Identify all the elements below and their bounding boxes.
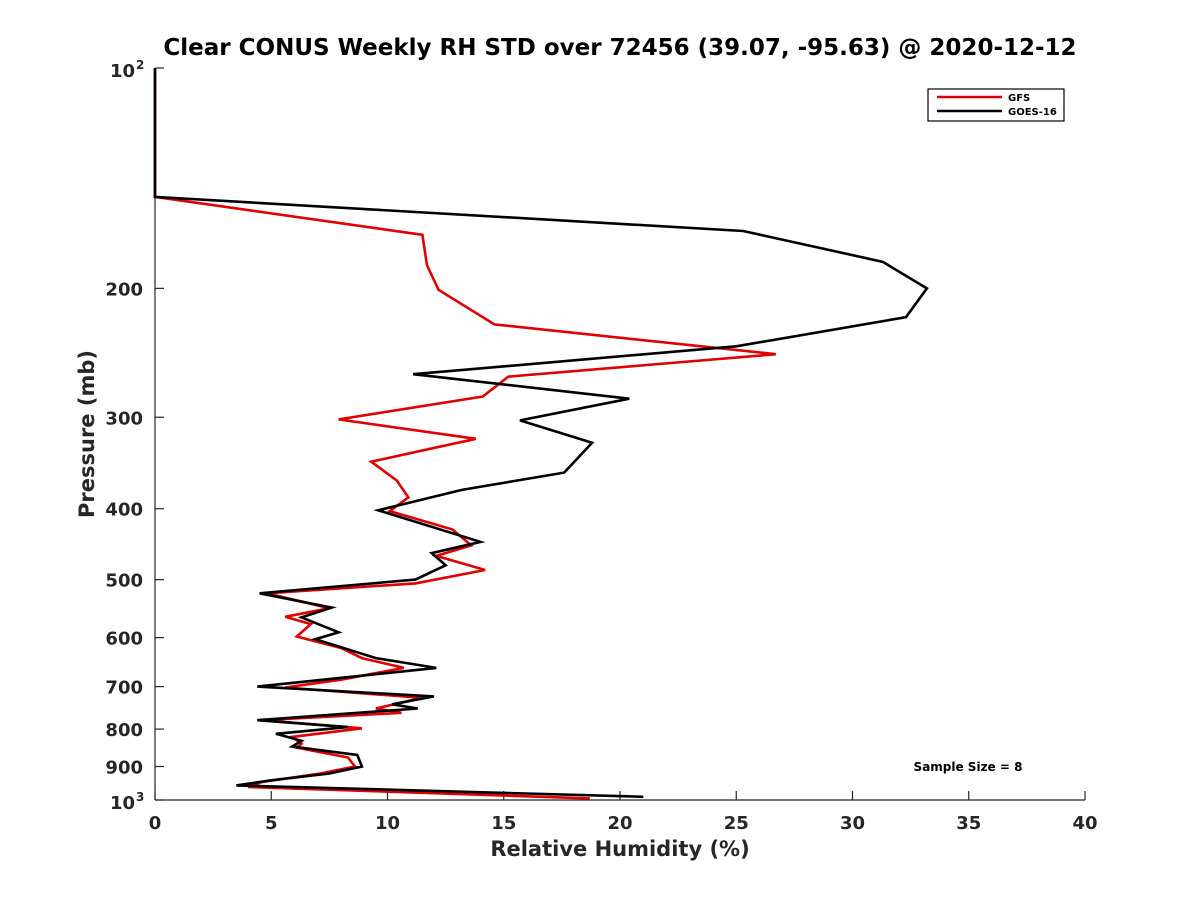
y-tick-exponent: 3 (136, 790, 144, 804)
legend-box (927, 88, 1065, 122)
x-tick-label: 5 (265, 813, 278, 834)
y-tick-label: 900 (105, 758, 143, 779)
y-tick-label: 400 (105, 500, 143, 521)
y-tick-label: 600 (105, 629, 143, 650)
x-tick-label: 0 (149, 813, 162, 834)
x-axis-label: Relative Humidity (%) (490, 837, 749, 861)
y-tick-label: 10 (110, 61, 135, 82)
y-tick-exponent: 2 (136, 58, 144, 72)
legend: GFS GOES-16 (927, 88, 1065, 122)
legend-label-goes16: GOES-16 (1008, 107, 1057, 118)
y-tick-label: 300 (105, 408, 143, 429)
x-tick-label: 40 (1072, 813, 1097, 834)
x-tick-label: 10 (375, 813, 400, 834)
x-tick-label: 30 (840, 813, 865, 834)
y-tick-label: 10 (110, 793, 135, 814)
legend-label-gfs: GFS (1008, 93, 1030, 104)
x-tick-label: 35 (956, 813, 981, 834)
series-line-goes16 (153, 68, 929, 799)
y-axis-label: Pressure (mb) (75, 350, 99, 518)
sample-size-annotation: Sample Size = 8 (914, 760, 1023, 774)
y-tick-label: 700 (105, 678, 143, 699)
x-tick-label: 20 (607, 813, 632, 834)
chart-title: Clear CONUS Weekly RH STD over 72456 (39… (163, 35, 1076, 61)
y-tick-label: 500 (105, 571, 143, 592)
y-tick-label: 800 (105, 720, 143, 741)
x-tick-label: 15 (491, 813, 516, 834)
y-tick-label: 200 (105, 279, 143, 300)
x-tick-label: 25 (724, 813, 749, 834)
series-line-gfs (153, 68, 776, 800)
